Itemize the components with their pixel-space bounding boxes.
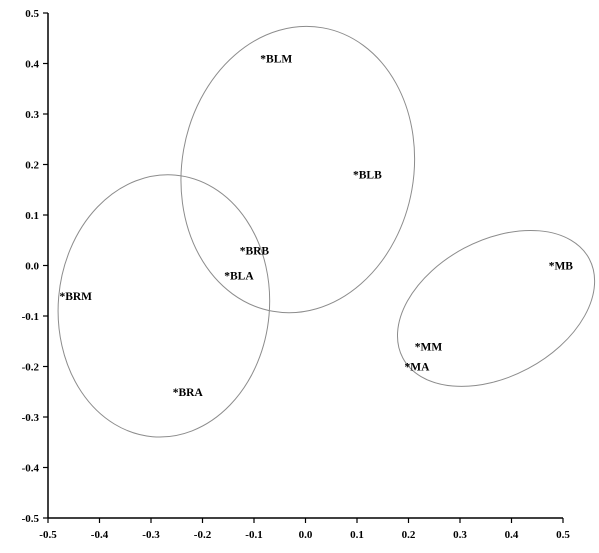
group-ellipse <box>396 229 596 387</box>
group-ellipse <box>180 25 416 314</box>
y-tick-label: 0.5 <box>25 8 39 20</box>
y-tick-label: -0.3 <box>22 412 40 424</box>
x-tick-label: 0.0 <box>299 529 313 541</box>
y-tick-label: 0.4 <box>25 59 39 71</box>
y-tick-label: 0.2 <box>25 160 39 172</box>
y-tick-label: 0.3 <box>25 109 39 121</box>
x-ticks: -0.5 -0.4 -0.3 -0.2 -0.1 0.0 0.1 0.2 0.3 0.4 0.5 <box>39 518 570 541</box>
y-tick-label: -0.5 <box>22 513 40 525</box>
data-point-label: *BLA <box>224 271 254 283</box>
data-point-label: *BLM <box>260 53 292 65</box>
x-tick-label: 0.5 <box>556 529 570 541</box>
x-tick-label: -0.5 <box>39 529 57 541</box>
y-tick-label: 0.1 <box>25 210 39 222</box>
data-point-label: *MB <box>549 261 574 273</box>
group-ellipses <box>57 25 596 438</box>
x-tick-label: 0.1 <box>350 529 364 541</box>
y-ticks: 0.5 0.4 0.3 0.2 0.1 0.0 -0.1 -0.2 -0.3 -0.4 -0.5 <box>22 8 48 525</box>
x-tick-label: -0.4 <box>91 529 109 541</box>
data-point-label: *BLB <box>353 170 382 182</box>
group-ellipse <box>57 174 271 438</box>
x-tick-label: -0.1 <box>245 529 262 541</box>
axes <box>47 13 563 519</box>
y-tick-label: -0.1 <box>22 311 39 323</box>
y-tick-label: 0.0 <box>25 261 39 273</box>
x-tick-label: -0.3 <box>142 529 160 541</box>
data-points: *BLM *BLB *BRB *BLA *BRM *BRA *MB *MM *MA <box>59 53 573 398</box>
data-point-label: *MA <box>405 362 431 374</box>
data-point-label: *BRM <box>59 291 92 303</box>
y-tick-label: -0.2 <box>22 362 40 374</box>
x-tick-label: -0.2 <box>194 529 212 541</box>
x-tick-label: 0.2 <box>402 529 416 541</box>
data-point-label: *MM <box>415 341 443 353</box>
data-point-label: *BRB <box>240 245 270 257</box>
x-tick-label: 0.4 <box>505 529 519 541</box>
x-tick-label: 0.3 <box>453 529 467 541</box>
y-tick-label: -0.4 <box>22 463 40 475</box>
data-point-label: *BRA <box>173 387 204 399</box>
